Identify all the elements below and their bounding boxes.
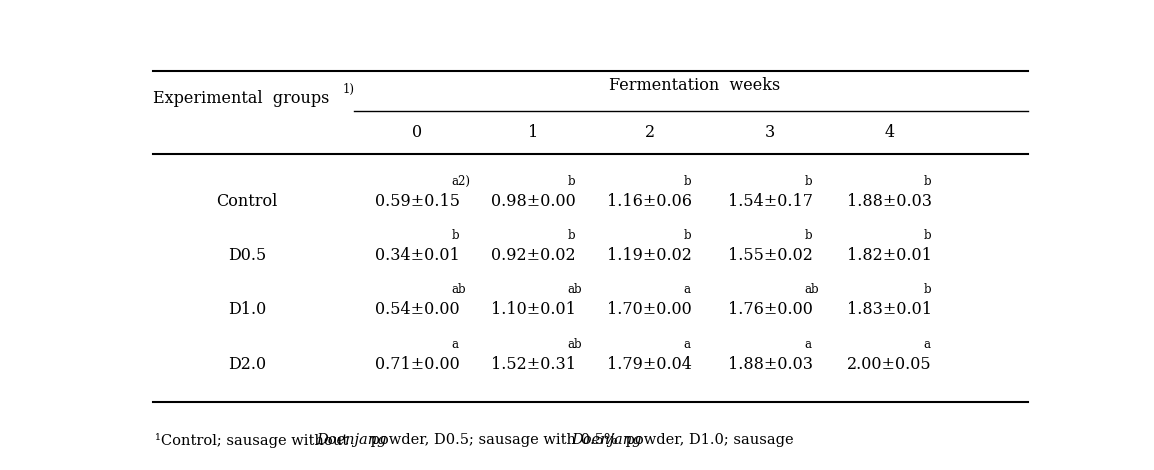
Text: D2.0: D2.0 [228,355,267,373]
Text: 1.16±0.06: 1.16±0.06 [607,193,692,210]
Text: 2.00±0.05: 2.00±0.05 [847,355,931,373]
Text: b: b [923,175,931,188]
Text: a: a [684,283,691,296]
Text: D1.0: D1.0 [228,301,267,318]
Text: Doenjang: Doenjang [316,433,387,447]
Text: 2: 2 [644,124,654,141]
Text: 0.54±0.00: 0.54±0.00 [375,301,459,318]
Text: b: b [451,229,459,242]
Text: b: b [684,175,691,188]
Text: 0.59±0.15: 0.59±0.15 [375,193,459,210]
Text: 1.88±0.03: 1.88±0.03 [728,355,812,373]
Text: a: a [451,337,458,351]
Text: 1.88±0.03: 1.88±0.03 [847,193,931,210]
Text: Doenjang: Doenjang [571,433,642,447]
Text: a: a [923,337,930,351]
Text: 1.82±0.01: 1.82±0.01 [847,247,931,264]
Text: Experimental  groups: Experimental groups [153,89,330,107]
Text: 1.76±0.00: 1.76±0.00 [728,301,812,318]
Text: 1.55±0.02: 1.55±0.02 [728,247,812,264]
Text: 1.52±0.31: 1.52±0.31 [490,355,576,373]
Text: b: b [568,229,575,242]
Text: ab: ab [568,337,582,351]
Text: 1.54±0.17: 1.54±0.17 [728,193,812,210]
Text: b: b [923,283,931,296]
Text: D0.5: D0.5 [228,247,267,264]
Text: b: b [568,175,575,188]
Text: b: b [923,229,931,242]
Text: ab: ab [804,283,819,296]
Text: ab: ab [451,283,466,296]
Text: a: a [804,337,811,351]
Text: ¹Control; sausage without: ¹Control; sausage without [155,433,353,448]
Text: 1.19±0.02: 1.19±0.02 [607,247,692,264]
Text: 3: 3 [765,124,775,141]
Text: 1.83±0.01: 1.83±0.01 [847,301,931,318]
Text: ab: ab [568,283,582,296]
Text: 1.70±0.00: 1.70±0.00 [607,301,692,318]
Text: powder, D1.0; sausage: powder, D1.0; sausage [621,433,794,447]
Text: b: b [804,175,812,188]
Text: 0.71±0.00: 0.71±0.00 [375,355,459,373]
Text: powder, D0.5; sausage with 0.5%: powder, D0.5; sausage with 0.5% [366,433,622,447]
Text: 0.98±0.00: 0.98±0.00 [490,193,576,210]
Text: 0.34±0.01: 0.34±0.01 [375,247,459,264]
Text: 0.92±0.02: 0.92±0.02 [490,247,576,264]
Text: b: b [804,229,812,242]
Text: b: b [684,229,691,242]
Text: 1.79±0.04: 1.79±0.04 [607,355,692,373]
Text: 4: 4 [884,124,894,141]
Text: 1): 1) [343,82,354,95]
Text: a2): a2) [451,175,470,188]
Text: Control: Control [217,193,278,210]
Text: a: a [684,337,691,351]
Text: Fermentation  weeks: Fermentation weeks [608,77,780,94]
Text: 1: 1 [529,124,539,141]
Text: 0: 0 [412,124,422,141]
Text: 1.10±0.01: 1.10±0.01 [490,301,576,318]
